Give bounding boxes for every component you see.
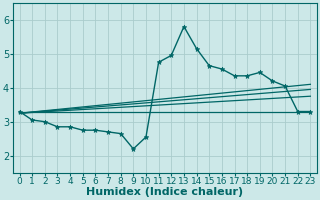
X-axis label: Humidex (Indice chaleur): Humidex (Indice chaleur) xyxy=(86,187,244,197)
